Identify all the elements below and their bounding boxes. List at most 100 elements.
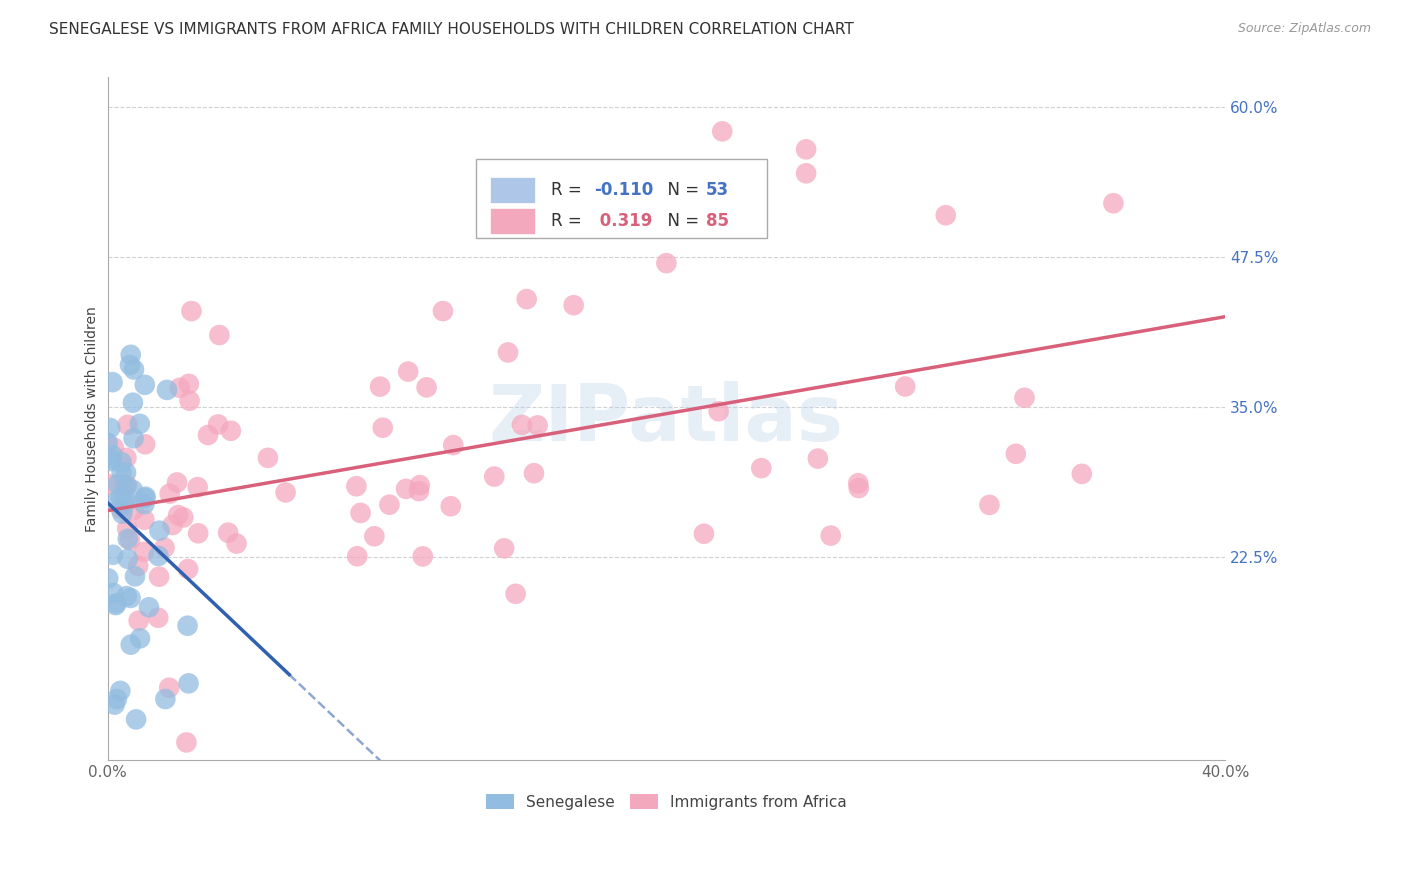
Point — [135, 490, 157, 504]
Point — [111, 507, 134, 521]
Point — [134, 437, 156, 451]
Point — [120, 638, 142, 652]
Point — [101, 548, 124, 562]
Text: N =: N = — [658, 212, 704, 230]
Point — [208, 328, 231, 343]
Point — [100, 454, 122, 468]
Point — [371, 420, 394, 434]
Point — [523, 467, 546, 481]
Point — [104, 598, 127, 612]
Text: 53: 53 — [706, 181, 728, 199]
Point — [408, 484, 430, 499]
Text: SENEGALESE VS IMMIGRANTS FROM AFRICA FAMILY HOUSEHOLDS WITH CHILDREN CORRELATION: SENEGALESE VS IMMIGRANTS FROM AFRICA FAM… — [49, 22, 853, 37]
Point — [166, 475, 188, 490]
Point — [148, 611, 170, 625]
Point — [105, 692, 128, 706]
Point — [848, 481, 870, 495]
Point — [118, 358, 141, 372]
Point — [153, 541, 176, 555]
Text: Source: ZipAtlas.com: Source: ZipAtlas.com — [1237, 22, 1371, 36]
Point — [122, 483, 145, 497]
Point — [187, 480, 209, 494]
Point — [124, 569, 146, 583]
Point — [693, 526, 716, 541]
Point — [395, 482, 418, 496]
Point — [655, 256, 678, 270]
Point — [98, 477, 121, 491]
Point — [820, 528, 842, 542]
Point — [217, 525, 239, 540]
Point — [711, 124, 734, 138]
Point — [117, 417, 139, 432]
Point — [112, 498, 135, 512]
Point — [148, 549, 170, 563]
Point — [110, 684, 132, 698]
Point — [396, 365, 419, 379]
Point — [120, 533, 142, 547]
Point — [120, 348, 142, 362]
Point — [562, 298, 585, 312]
Point — [177, 562, 200, 576]
Point — [115, 466, 138, 480]
Point — [98, 421, 121, 435]
Point — [440, 500, 463, 514]
Point — [368, 379, 391, 393]
Point — [894, 379, 917, 393]
Point — [138, 600, 160, 615]
Point — [172, 510, 194, 524]
Point — [110, 501, 132, 516]
Point — [134, 377, 156, 392]
Text: 85: 85 — [706, 212, 728, 230]
Point — [100, 451, 122, 466]
Point — [494, 541, 516, 556]
Point — [526, 418, 548, 433]
Point — [1004, 447, 1026, 461]
Point — [114, 492, 136, 507]
Point — [157, 681, 180, 695]
Point — [105, 596, 128, 610]
Point — [846, 476, 869, 491]
Point — [128, 614, 150, 628]
Point — [156, 383, 179, 397]
Point — [409, 478, 432, 492]
Point — [101, 448, 124, 462]
Point — [117, 532, 139, 546]
Point — [749, 461, 772, 475]
Text: 0.319: 0.319 — [593, 212, 652, 230]
Point — [127, 558, 149, 573]
Point — [415, 380, 437, 394]
Point — [432, 304, 454, 318]
Point — [134, 513, 156, 527]
Point — [257, 450, 280, 465]
Point — [128, 417, 150, 431]
Point — [516, 292, 538, 306]
Point — [115, 589, 138, 603]
Point — [155, 692, 177, 706]
Point — [167, 508, 190, 522]
Point — [97, 571, 120, 585]
Point — [505, 587, 527, 601]
Point — [180, 304, 202, 318]
Point — [979, 498, 1001, 512]
Point — [122, 395, 145, 409]
Point — [177, 376, 200, 391]
FancyBboxPatch shape — [489, 208, 534, 234]
Point — [177, 676, 200, 690]
FancyBboxPatch shape — [477, 160, 768, 238]
Point — [122, 503, 145, 517]
Point — [101, 375, 124, 389]
Point — [274, 485, 297, 500]
Point — [117, 552, 139, 566]
Point — [1014, 391, 1036, 405]
Point — [148, 524, 170, 538]
Legend: Senegalese, Immigrants from Africa: Senegalese, Immigrants from Africa — [482, 789, 851, 814]
Point — [110, 455, 132, 469]
Point — [935, 208, 957, 222]
Point — [794, 166, 817, 180]
Y-axis label: Family Households with Children: Family Households with Children — [86, 306, 100, 532]
Point — [225, 536, 247, 550]
Point — [125, 712, 148, 726]
Point — [107, 477, 129, 491]
Point — [104, 495, 127, 509]
Point — [378, 498, 401, 512]
